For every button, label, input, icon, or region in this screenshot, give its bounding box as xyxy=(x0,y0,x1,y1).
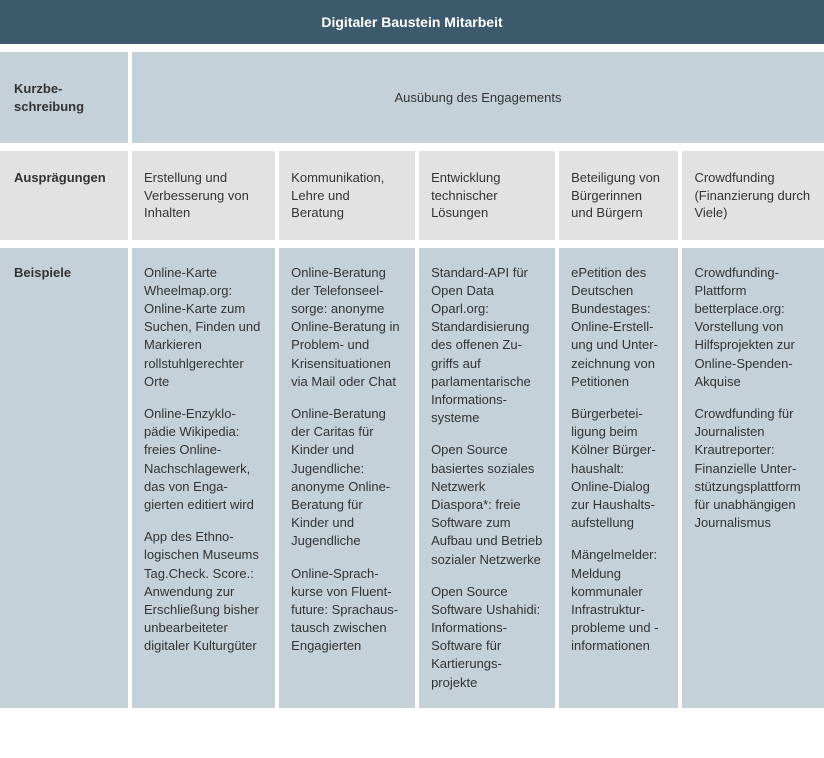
beispiele-item: Online-Enzyklo­pädie Wikipedia: freies O… xyxy=(144,405,263,514)
beispiele-item: App des Ethno­logischen Muse­ums Tag.Che… xyxy=(144,528,263,655)
auspraegungen-label: Ausprägungen xyxy=(0,151,128,240)
beispiele-col-2: Standard-API für Open Data Oparl.org: St… xyxy=(419,248,555,708)
auspraegungen-col-4: Crowdfunding (Finanzierung durch Viele) xyxy=(682,151,824,240)
beispiele-col-1: Online-Beratung der Telefonseel­sorge: a… xyxy=(279,248,415,708)
kurz-label: Kurzbe- schreibung xyxy=(0,52,128,143)
main-table: Digitaler Baustein Mitarbeit Kurzbe- sch… xyxy=(0,0,824,708)
beispiele-item: Bürgerbetei­ligung beim Kölner Bürger­ha… xyxy=(571,405,666,532)
title-row: Digitaler Baustein Mitarbeit xyxy=(0,0,824,44)
beispiele-item: ePetition des Deutschen Bundestages: Onl… xyxy=(571,264,666,391)
beispiele-item: Crowdfunding-Plattform betterplace.org: … xyxy=(694,264,812,391)
gap-row xyxy=(0,240,824,248)
beispiele-label: Beispiele xyxy=(0,248,128,708)
beispiele-col-0: Online-Karte Wheelmap.org: Online-Karte … xyxy=(132,248,275,708)
auspraegungen-col-3: Beteiligung von Bürgerinnen und Bürgern xyxy=(559,151,678,240)
kurzbeschreibung-row: Kurzbe- schreibung Ausübung des Engageme… xyxy=(0,52,824,143)
beispiele-col-4: Crowdfunding-Plattform betterplace.org: … xyxy=(682,248,824,708)
auspraegungen-row: Ausprägungen Erstellung und Verbesserung… xyxy=(0,151,824,240)
auspraegungen-col-0: Erstellung und Verbesserung von Inhalten xyxy=(132,151,275,240)
beispiele-item: Online-Karte Wheelmap.org: Online-Karte … xyxy=(144,264,263,391)
table-title: Digitaler Baustein Mitarbeit xyxy=(0,0,824,44)
gap-row xyxy=(0,44,824,52)
gap-row xyxy=(0,143,824,151)
beispiele-item: Standard-API für Open Data Oparl.org: St… xyxy=(431,264,543,428)
beispiele-item: Online-Sprach­kurse von Fluent­future: S… xyxy=(291,565,403,656)
kurz-value: Ausübung des Engagements xyxy=(132,52,824,143)
beispiele-item: Open Source Software Ushahidi: Informati… xyxy=(431,583,543,692)
auspraegungen-col-2: Entwicklung technischer Lösungen xyxy=(419,151,555,240)
beispiele-col-3: ePetition des Deutschen Bundestages: Onl… xyxy=(559,248,678,708)
beispiele-item: Open Source basiertes soziales Netzwerk … xyxy=(431,441,543,568)
beispiele-item: Mängelmelder: Meldung kommunaler Infrast… xyxy=(571,546,666,655)
beispiele-item: Crowdfunding für Journalisten Krautrepor… xyxy=(694,405,812,532)
auspraegungen-col-1: Kommunikation, Lehre und Beratung xyxy=(279,151,415,240)
beispiele-item: Online-Beratung der Caritas für Kinder u… xyxy=(291,405,403,551)
beispiele-row: Beispiele Online-Karte Wheelmap.org: Onl… xyxy=(0,248,824,708)
beispiele-item: Online-Beratung der Telefonseel­sorge: a… xyxy=(291,264,403,391)
